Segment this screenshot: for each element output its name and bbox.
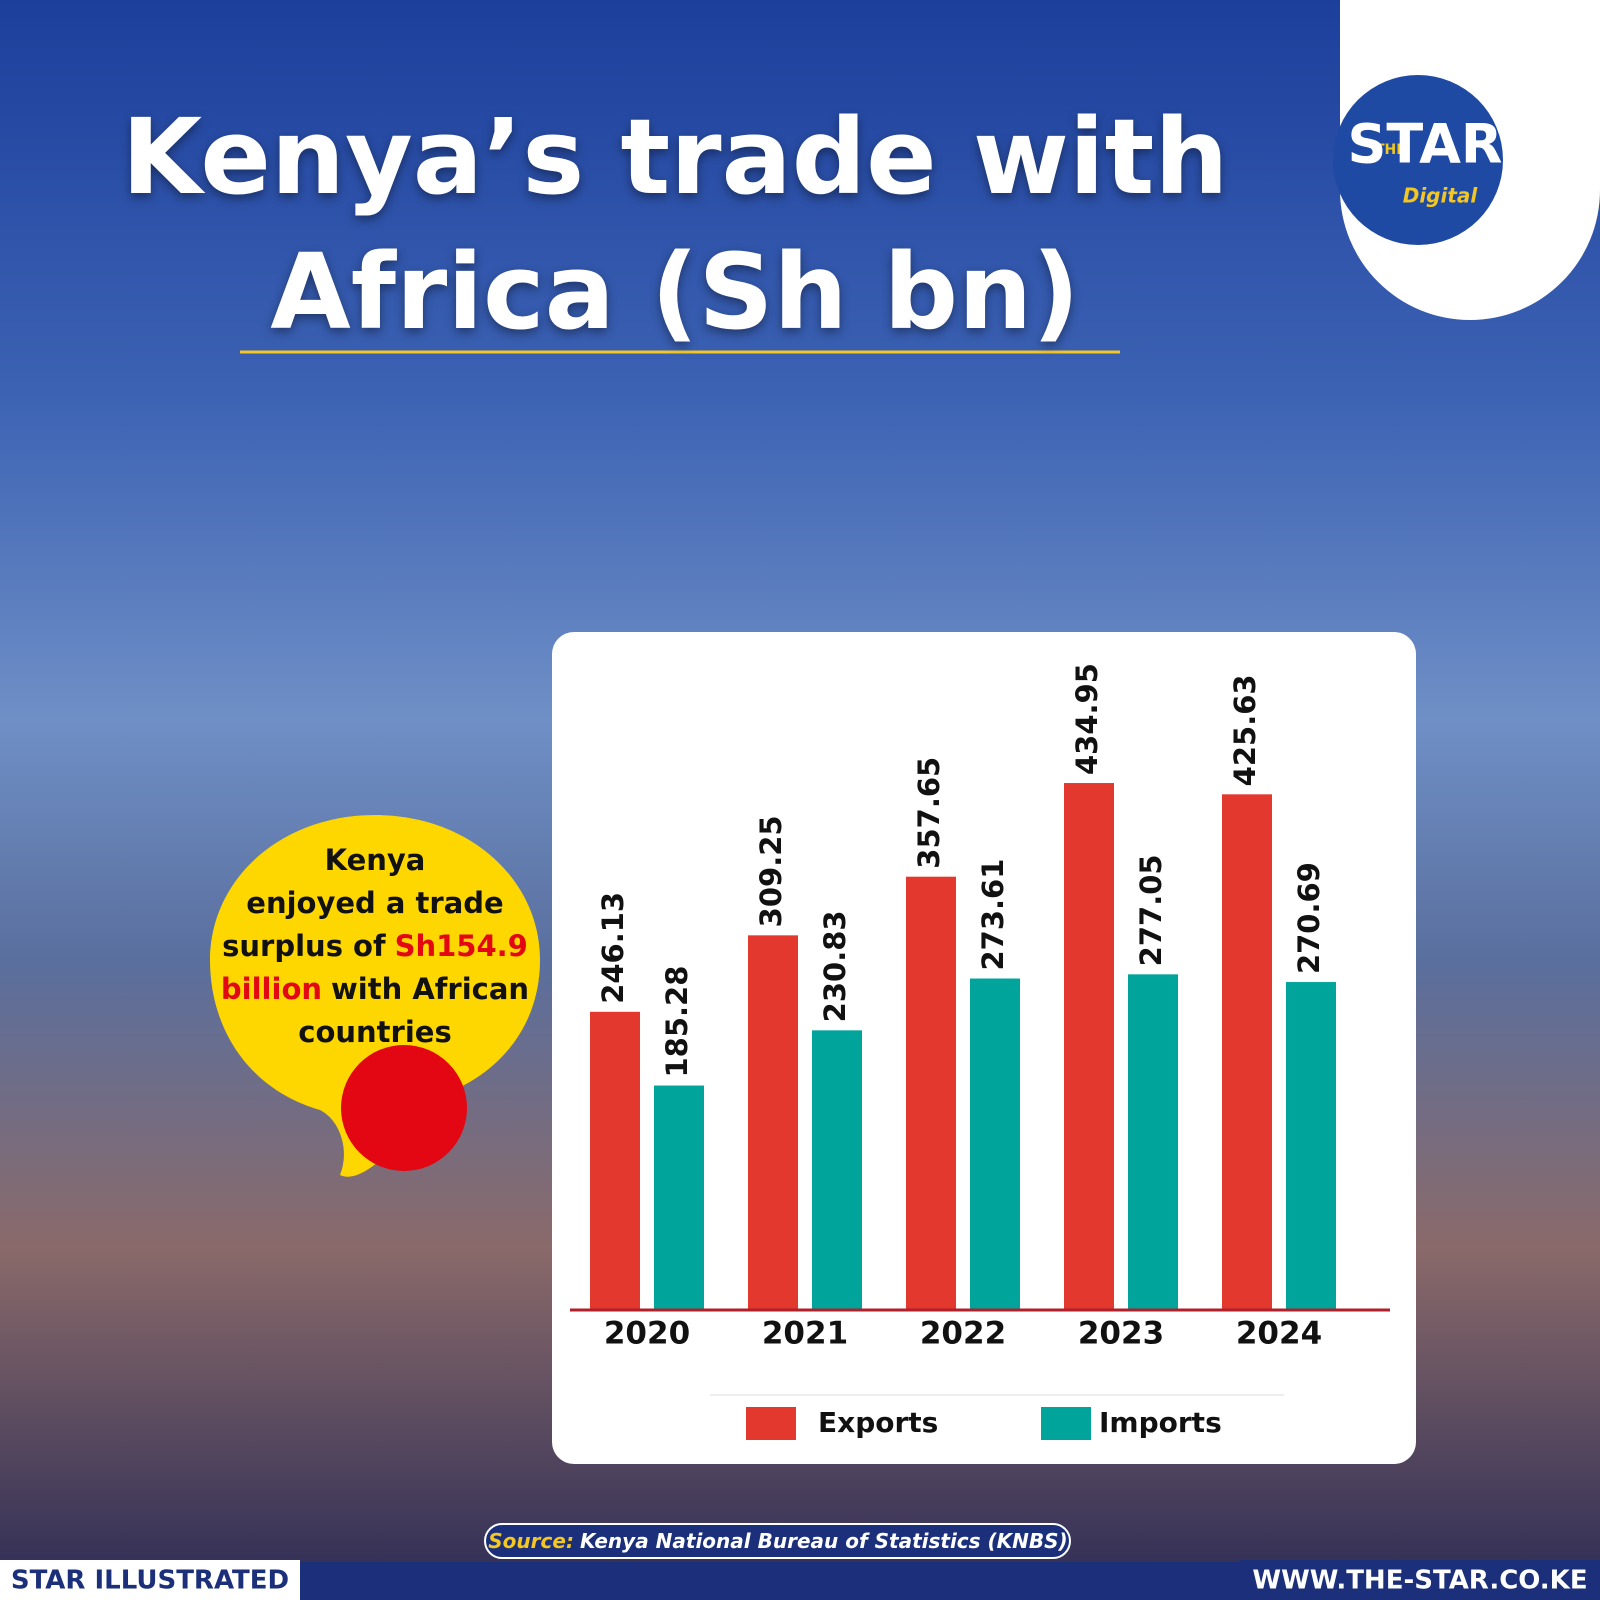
- logo-circle: [1333, 75, 1503, 245]
- footer-left: STAR ILLUSTRATED: [11, 1566, 289, 1596]
- bar: [1128, 974, 1178, 1310]
- source: Source: Kenya National Bureau of Statisti…: [488, 1529, 1067, 1553]
- value-label: 246.13: [596, 892, 630, 1004]
- value-label: 277.05: [1134, 854, 1168, 966]
- callout-highlight: Sh154.9: [395, 929, 528, 963]
- bar: [970, 978, 1020, 1310]
- value-label: 434.95: [1070, 663, 1104, 775]
- value-label: 273.61: [976, 859, 1010, 971]
- callout-part: with African: [331, 972, 529, 1006]
- callout-line: Kenya: [325, 843, 426, 877]
- source-pill: [484, 1523, 1071, 1559]
- bar: [748, 935, 798, 1310]
- x-tick-label: 2024: [1236, 1316, 1322, 1352]
- legend-label: Imports: [1099, 1406, 1222, 1439]
- value-label: 185.28: [660, 966, 694, 1078]
- callout-line: billion with African: [221, 972, 529, 1006]
- bar: [1286, 982, 1336, 1310]
- x-tick-label: 2023: [1078, 1316, 1164, 1352]
- callout-highlight: billion: [221, 972, 322, 1006]
- callout-line: surplus of Sh154.9: [222, 929, 528, 963]
- callout-text: Kenya enjoyed a trade surplus of Sh154.9 …: [221, 843, 529, 1049]
- callout-line: countries: [298, 1015, 451, 1049]
- value-label: 357.65: [912, 757, 946, 869]
- callout-dot: [341, 1045, 467, 1171]
- bar: [1222, 794, 1272, 1310]
- legend-swatch: [746, 1407, 796, 1440]
- footer-right: WWW.THE-STAR.CO.KE: [1252, 1566, 1587, 1596]
- x-tick-label: 2022: [920, 1316, 1006, 1352]
- x-tick-label: 2021: [762, 1316, 848, 1352]
- bar: [1064, 783, 1114, 1310]
- source-label: Source:: [488, 1529, 574, 1553]
- x-tick-label: 2020: [604, 1316, 690, 1352]
- callout-part: surplus of: [222, 929, 386, 963]
- value-label: 309.25: [754, 815, 788, 927]
- value-label: 230.83: [818, 910, 852, 1022]
- logo-sub: Digital: [1403, 184, 1479, 208]
- bar: [906, 876, 956, 1310]
- callout-line: enjoyed a trade: [246, 886, 503, 920]
- footer-right-bg: [1240, 1560, 1600, 1600]
- bar: [590, 1011, 640, 1310]
- footer-left-bg: [0, 1560, 300, 1600]
- value-label: 425.63: [1228, 674, 1262, 786]
- chart-title: Kenya’s trade with Africa (Sh bn): [121, 96, 1229, 354]
- bar: [812, 1030, 862, 1310]
- legend-label: Exports: [818, 1406, 938, 1439]
- legend-swatch: [1041, 1407, 1091, 1440]
- logo-main: STAR: [1348, 113, 1503, 176]
- source-text: Kenya National Bureau of Statistics (KNB…: [580, 1529, 1068, 1553]
- logo-small: THE: [1375, 142, 1406, 158]
- bar: [654, 1085, 704, 1310]
- value-label: 270.69: [1292, 862, 1326, 974]
